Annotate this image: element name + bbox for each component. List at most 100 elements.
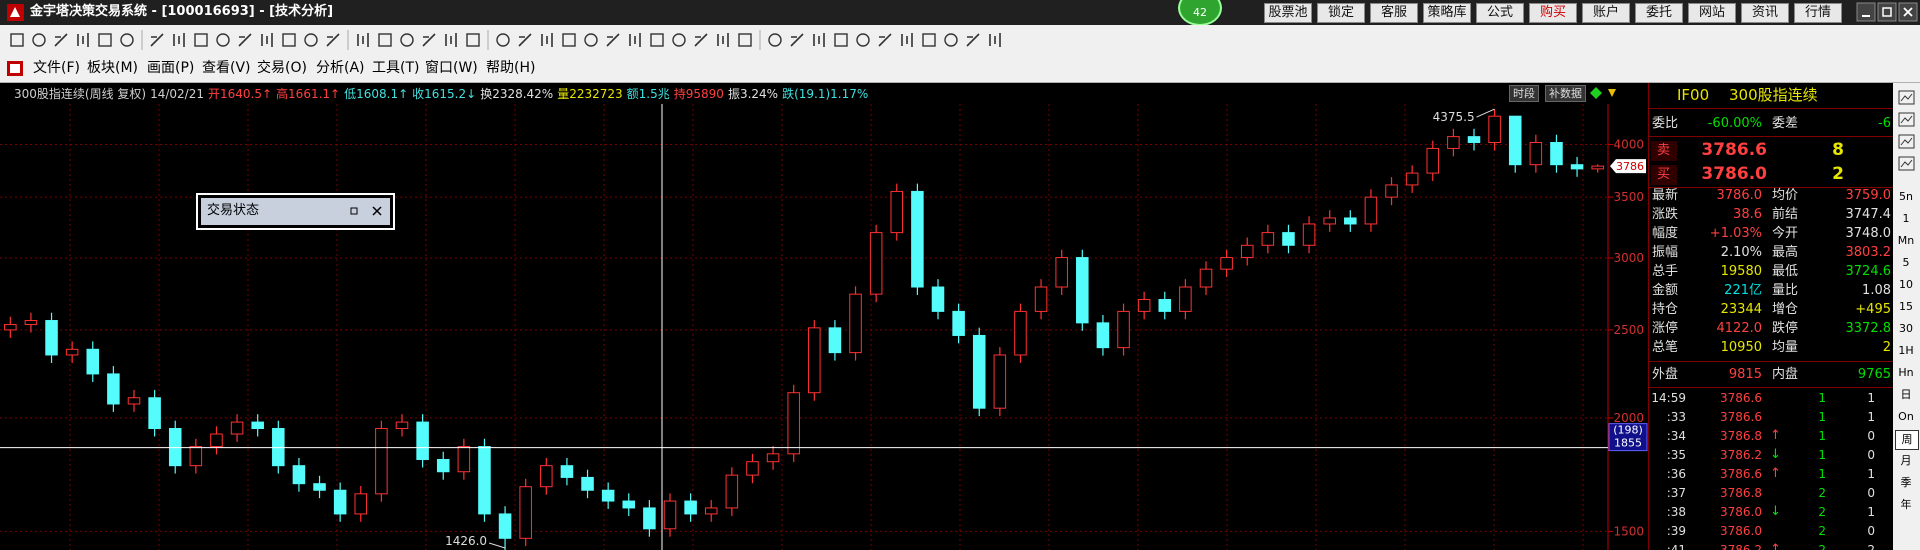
tool-button[interactable]: [304, 33, 318, 47]
tool-button[interactable]: [378, 33, 392, 47]
tool-button[interactable]: [562, 33, 576, 47]
tool-button[interactable]: [173, 33, 185, 47]
menu-item[interactable]: 查看(V): [202, 60, 251, 76]
tool-button[interactable]: [216, 33, 230, 47]
tool-button[interactable]: [790, 33, 804, 47]
float-panel-header: 交易状态: [201, 198, 390, 225]
period-tab[interactable]: 5: [1902, 256, 1910, 269]
tool-button[interactable]: [989, 33, 1001, 47]
period-tab[interactable]: 周: [1895, 430, 1919, 450]
tool-button[interactable]: [944, 33, 958, 47]
candle-body: [4, 324, 17, 331]
title-button[interactable]: 行情: [1794, 3, 1842, 23]
chart-button[interactable]: 补数据: [1545, 85, 1586, 102]
menu-item[interactable]: 画面(P): [147, 60, 195, 76]
tool-button[interactable]: [326, 33, 340, 47]
tool-button[interactable]: [120, 33, 134, 47]
toolbar-icons[interactable]: [0, 25, 1100, 55]
tool-button[interactable]: [834, 33, 848, 47]
period-tab[interactable]: 30: [1899, 322, 1913, 335]
period-tab[interactable]: 5n: [1899, 190, 1913, 203]
tool-button[interactable]: [261, 33, 273, 47]
tool-button[interactable]: [422, 33, 436, 47]
candle-body: [972, 334, 986, 409]
tool-button[interactable]: [238, 33, 252, 47]
tool-button[interactable]: [98, 33, 112, 47]
title-button[interactable]: 股票池: [1264, 3, 1312, 23]
period-tab[interactable]: 1H: [1898, 344, 1914, 357]
tool-button[interactable]: [901, 33, 913, 47]
tool-button[interactable]: [606, 33, 620, 47]
period-tab[interactable]: 季: [1900, 476, 1912, 489]
menu-item[interactable]: 帮助(H): [486, 60, 536, 76]
title-button[interactable]: 委托: [1635, 3, 1683, 23]
tool-button[interactable]: [32, 33, 46, 47]
trade-price: 3786.2: [1720, 543, 1762, 550]
menu-item[interactable]: 文件(F): [33, 60, 80, 76]
menu-item[interactable]: 板块(M): [87, 60, 139, 76]
trade-volume: 2: [1818, 505, 1826, 519]
title-button[interactable]: 客服: [1370, 3, 1418, 23]
tool-button[interactable]: [878, 33, 892, 47]
tool-button[interactable]: [77, 33, 89, 47]
float-panel-controls[interactable]: [347, 202, 387, 222]
title-button[interactable]: 网站: [1688, 3, 1736, 23]
low-annotation: 1426.0: [445, 534, 487, 548]
tool-button[interactable]: [856, 33, 870, 47]
chart-flags[interactable]: [1588, 85, 1628, 103]
tool-button[interactable]: [694, 33, 708, 47]
y-tick-label: 3500: [1613, 190, 1644, 204]
tool-button[interactable]: [966, 33, 980, 47]
menu-item[interactable]: 交易(O): [257, 60, 307, 76]
period-tab[interactable]: 日: [1900, 388, 1912, 401]
title-button[interactable]: 锁定: [1317, 3, 1365, 23]
period-tab[interactable]: 年: [1900, 498, 1912, 511]
tool-button[interactable]: [194, 33, 208, 47]
tool-button[interactable]: [10, 33, 24, 47]
window-controls[interactable]: [1856, 2, 1918, 24]
period-tab[interactable]: Hn: [1898, 366, 1914, 379]
title-button[interactable]: 账户: [1582, 3, 1630, 23]
title-button[interactable]: 资讯: [1741, 3, 1789, 23]
tool-button[interactable]: [150, 33, 164, 47]
tool-button[interactable]: [466, 33, 480, 47]
chart-button[interactable]: 时段: [1509, 85, 1539, 102]
tool-button[interactable]: [541, 33, 553, 47]
period-tab[interactable]: 月: [1900, 454, 1912, 467]
tool-button[interactable]: [496, 33, 510, 47]
candle-body: [1591, 165, 1604, 170]
period-tab[interactable]: 15: [1899, 300, 1913, 313]
field-label: 委差: [1772, 116, 1799, 131]
period-tab[interactable]: On: [1898, 410, 1914, 423]
tool-button[interactable]: [357, 33, 369, 47]
side-icons[interactable]: [1893, 83, 1920, 183]
title-button[interactable]: 策略库: [1423, 3, 1471, 23]
title-button[interactable]: 购买: [1529, 3, 1577, 23]
tool-button[interactable]: [629, 33, 641, 47]
tool-button[interactable]: [584, 33, 598, 47]
separator: [1649, 387, 1894, 388]
tool-button[interactable]: [717, 33, 729, 47]
tool-button[interactable]: [650, 33, 664, 47]
tool-button[interactable]: [445, 33, 457, 47]
tool-button[interactable]: [518, 33, 532, 47]
period-tab[interactable]: 10: [1899, 278, 1913, 291]
tool-button[interactable]: [922, 33, 936, 47]
period-tab[interactable]: Mn: [1897, 234, 1915, 247]
tool-glyph: [629, 33, 641, 47]
tool-button[interactable]: [813, 33, 825, 47]
menu-item[interactable]: 窗口(W): [425, 60, 478, 76]
period-tab[interactable]: 1: [1902, 212, 1910, 225]
tool-button[interactable]: [768, 33, 782, 47]
tool-button[interactable]: [400, 33, 414, 47]
tool-button[interactable]: [54, 33, 68, 47]
field-value: 4122.0: [1716, 321, 1763, 336]
menu-item[interactable]: 分析(A): [316, 60, 365, 76]
tool-button[interactable]: [282, 33, 296, 47]
badge[interactable]: 42: [1178, 0, 1222, 26]
tool-button[interactable]: [738, 33, 752, 47]
title-button[interactable]: 公式: [1476, 3, 1524, 23]
menu-item[interactable]: 工具(T): [372, 60, 420, 76]
tool-button[interactable]: [672, 33, 686, 47]
